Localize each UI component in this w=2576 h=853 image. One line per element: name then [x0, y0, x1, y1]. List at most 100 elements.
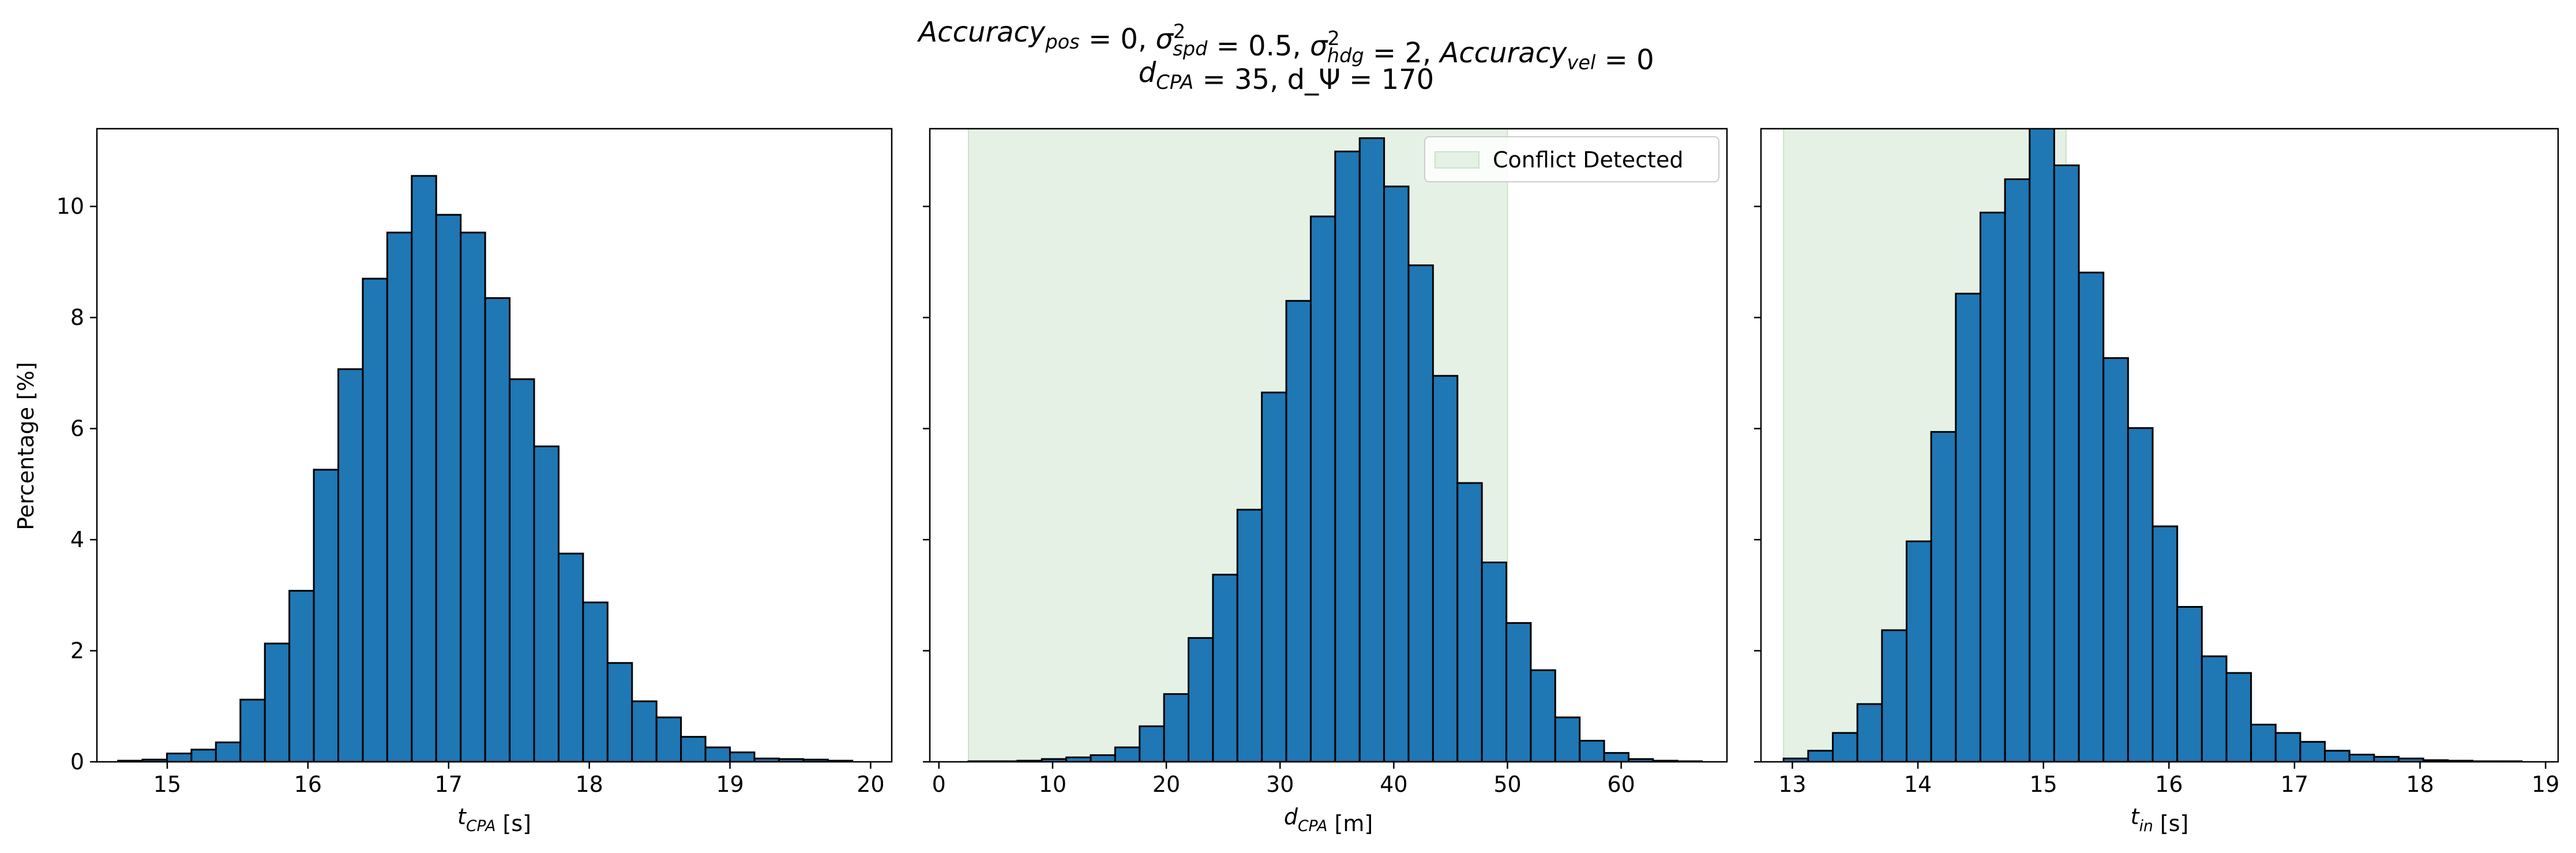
histogram-bar [1603, 752, 1629, 762]
histogram-bar [1139, 725, 1165, 762]
histogram-bar [2250, 724, 2277, 762]
axes-frame [1760, 128, 2559, 763]
histogram-bar [606, 662, 633, 762]
histogram-bar [1579, 739, 1605, 762]
chart-title-line-1: Accuracypos = 0, σ2 spd = 0.5, σ2 hdg = 2,… [917, 16, 1654, 76]
histogram-bar [1090, 754, 1116, 762]
histogram-bar [2201, 655, 2228, 762]
histogram-bar [1188, 637, 1214, 762]
histogram-bar [1831, 732, 1858, 762]
histogram-bar [2102, 357, 2129, 762]
plot-area [1782, 129, 2523, 762]
x-tick-label: 13 [1778, 772, 1806, 797]
x-tick-label: 17 [2281, 772, 2308, 797]
histogram-bar [2299, 740, 2326, 762]
legend-label: Conflict Detected [1493, 147, 1683, 173]
histogram-bar [288, 590, 315, 762]
y-tick-label: 2 [70, 638, 84, 664]
histogram-bar [411, 175, 437, 762]
histogram-bar [1554, 716, 1581, 762]
x-tick-label: 17 [435, 772, 463, 797]
histogram-bar [1163, 693, 1190, 762]
histogram-panel-t-in: 13 14 15 16 17 18 19 tin [s] [1754, 128, 2559, 836]
histogram-bar [239, 698, 266, 762]
histogram-bar [2225, 672, 2252, 762]
x-tick-label: 14 [1904, 772, 1932, 797]
histogram-bar [1407, 264, 1434, 762]
x-axis-label: tCPA [s] [457, 804, 531, 836]
histogram-bar [2373, 755, 2400, 762]
histogram-bar [386, 231, 413, 762]
histogram-bar [680, 736, 707, 762]
chart-title-line-2: dCPA = 35, d_Ψ = 170 [1139, 57, 1434, 96]
histogram-bar [655, 716, 682, 762]
histogram-bar [2176, 606, 2203, 762]
histogram-bar [362, 278, 388, 762]
histogram-bar [435, 214, 462, 762]
x-tick-label: 16 [294, 772, 322, 797]
histogram-bar [190, 749, 217, 762]
y-tick-label: 8 [70, 305, 84, 330]
x-tick-label: 19 [716, 772, 743, 797]
x-tick-label: 15 [2030, 772, 2057, 797]
histogram-bar [1530, 669, 1556, 762]
histogram-bar [2274, 732, 2301, 762]
histogram-bar [533, 445, 559, 762]
histogram-bar [1334, 150, 1361, 762]
histogram-bar [1856, 703, 1883, 762]
histogram-bar [460, 231, 486, 762]
x-tick-label: 18 [2406, 772, 2434, 797]
legend-swatch [1435, 151, 1479, 169]
histogram-bar [1114, 746, 1141, 762]
y-tick-label: 6 [70, 416, 84, 442]
histogram-bar [1456, 482, 1483, 762]
plot-area [117, 175, 854, 762]
x-tick-label: 18 [575, 772, 603, 797]
histogram-bar [1236, 508, 1263, 762]
histogram-bar [1881, 629, 1907, 762]
histogram-bar [729, 751, 756, 762]
x-tick-label: 20 [857, 772, 884, 797]
y-tick-label: 4 [70, 527, 84, 552]
plot-area [967, 129, 1703, 762]
histogram-bar [484, 297, 511, 762]
histogram-bar [2151, 525, 2179, 762]
x-tick-label: 19 [2532, 772, 2559, 797]
histogram-bar [1309, 215, 1336, 762]
histogram-bar [166, 753, 193, 762]
x-tick-label: 60 [1607, 772, 1635, 797]
legend: Conflict Detected [1424, 136, 1719, 182]
histogram-bar [1930, 431, 1957, 762]
x-tick-label: 10 [1039, 772, 1067, 797]
x-tick-label: 40 [1380, 772, 1407, 797]
histogram-bar [1383, 185, 1410, 762]
histogram-bar [582, 601, 609, 762]
axes-frame [96, 128, 893, 763]
histogram-bar [264, 642, 291, 762]
y-axis-label: Percentage [%] [13, 362, 39, 530]
histogram-bar [2348, 753, 2375, 762]
histogram-bar [1358, 137, 1385, 762]
axes-frame [929, 128, 1728, 763]
histogram-bar [557, 552, 584, 762]
histogram-bar [1261, 391, 1287, 762]
y-tick-label: 0 [70, 749, 84, 775]
histogram-bar [313, 469, 340, 762]
histogram-bar [2004, 178, 2031, 762]
x-tick-label: 50 [1493, 772, 1521, 797]
histogram-bar [1212, 574, 1238, 762]
histogram-bar [631, 700, 658, 762]
histogram-bar [704, 746, 731, 762]
histogram-bar [337, 368, 364, 762]
x-tick-label: 0 [932, 772, 946, 797]
histogram-bar [2029, 129, 2055, 762]
histogram-bar [2324, 750, 2350, 762]
histogram-bar [1905, 540, 1932, 762]
x-axis-label: dCPA [m] [1284, 804, 1373, 836]
histogram-bar [215, 741, 242, 762]
histogram-bar [2127, 427, 2154, 762]
x-axis-label: tin [s] [2131, 804, 2189, 836]
histogram-bar [1481, 562, 1508, 762]
histogram-bar [509, 378, 535, 762]
